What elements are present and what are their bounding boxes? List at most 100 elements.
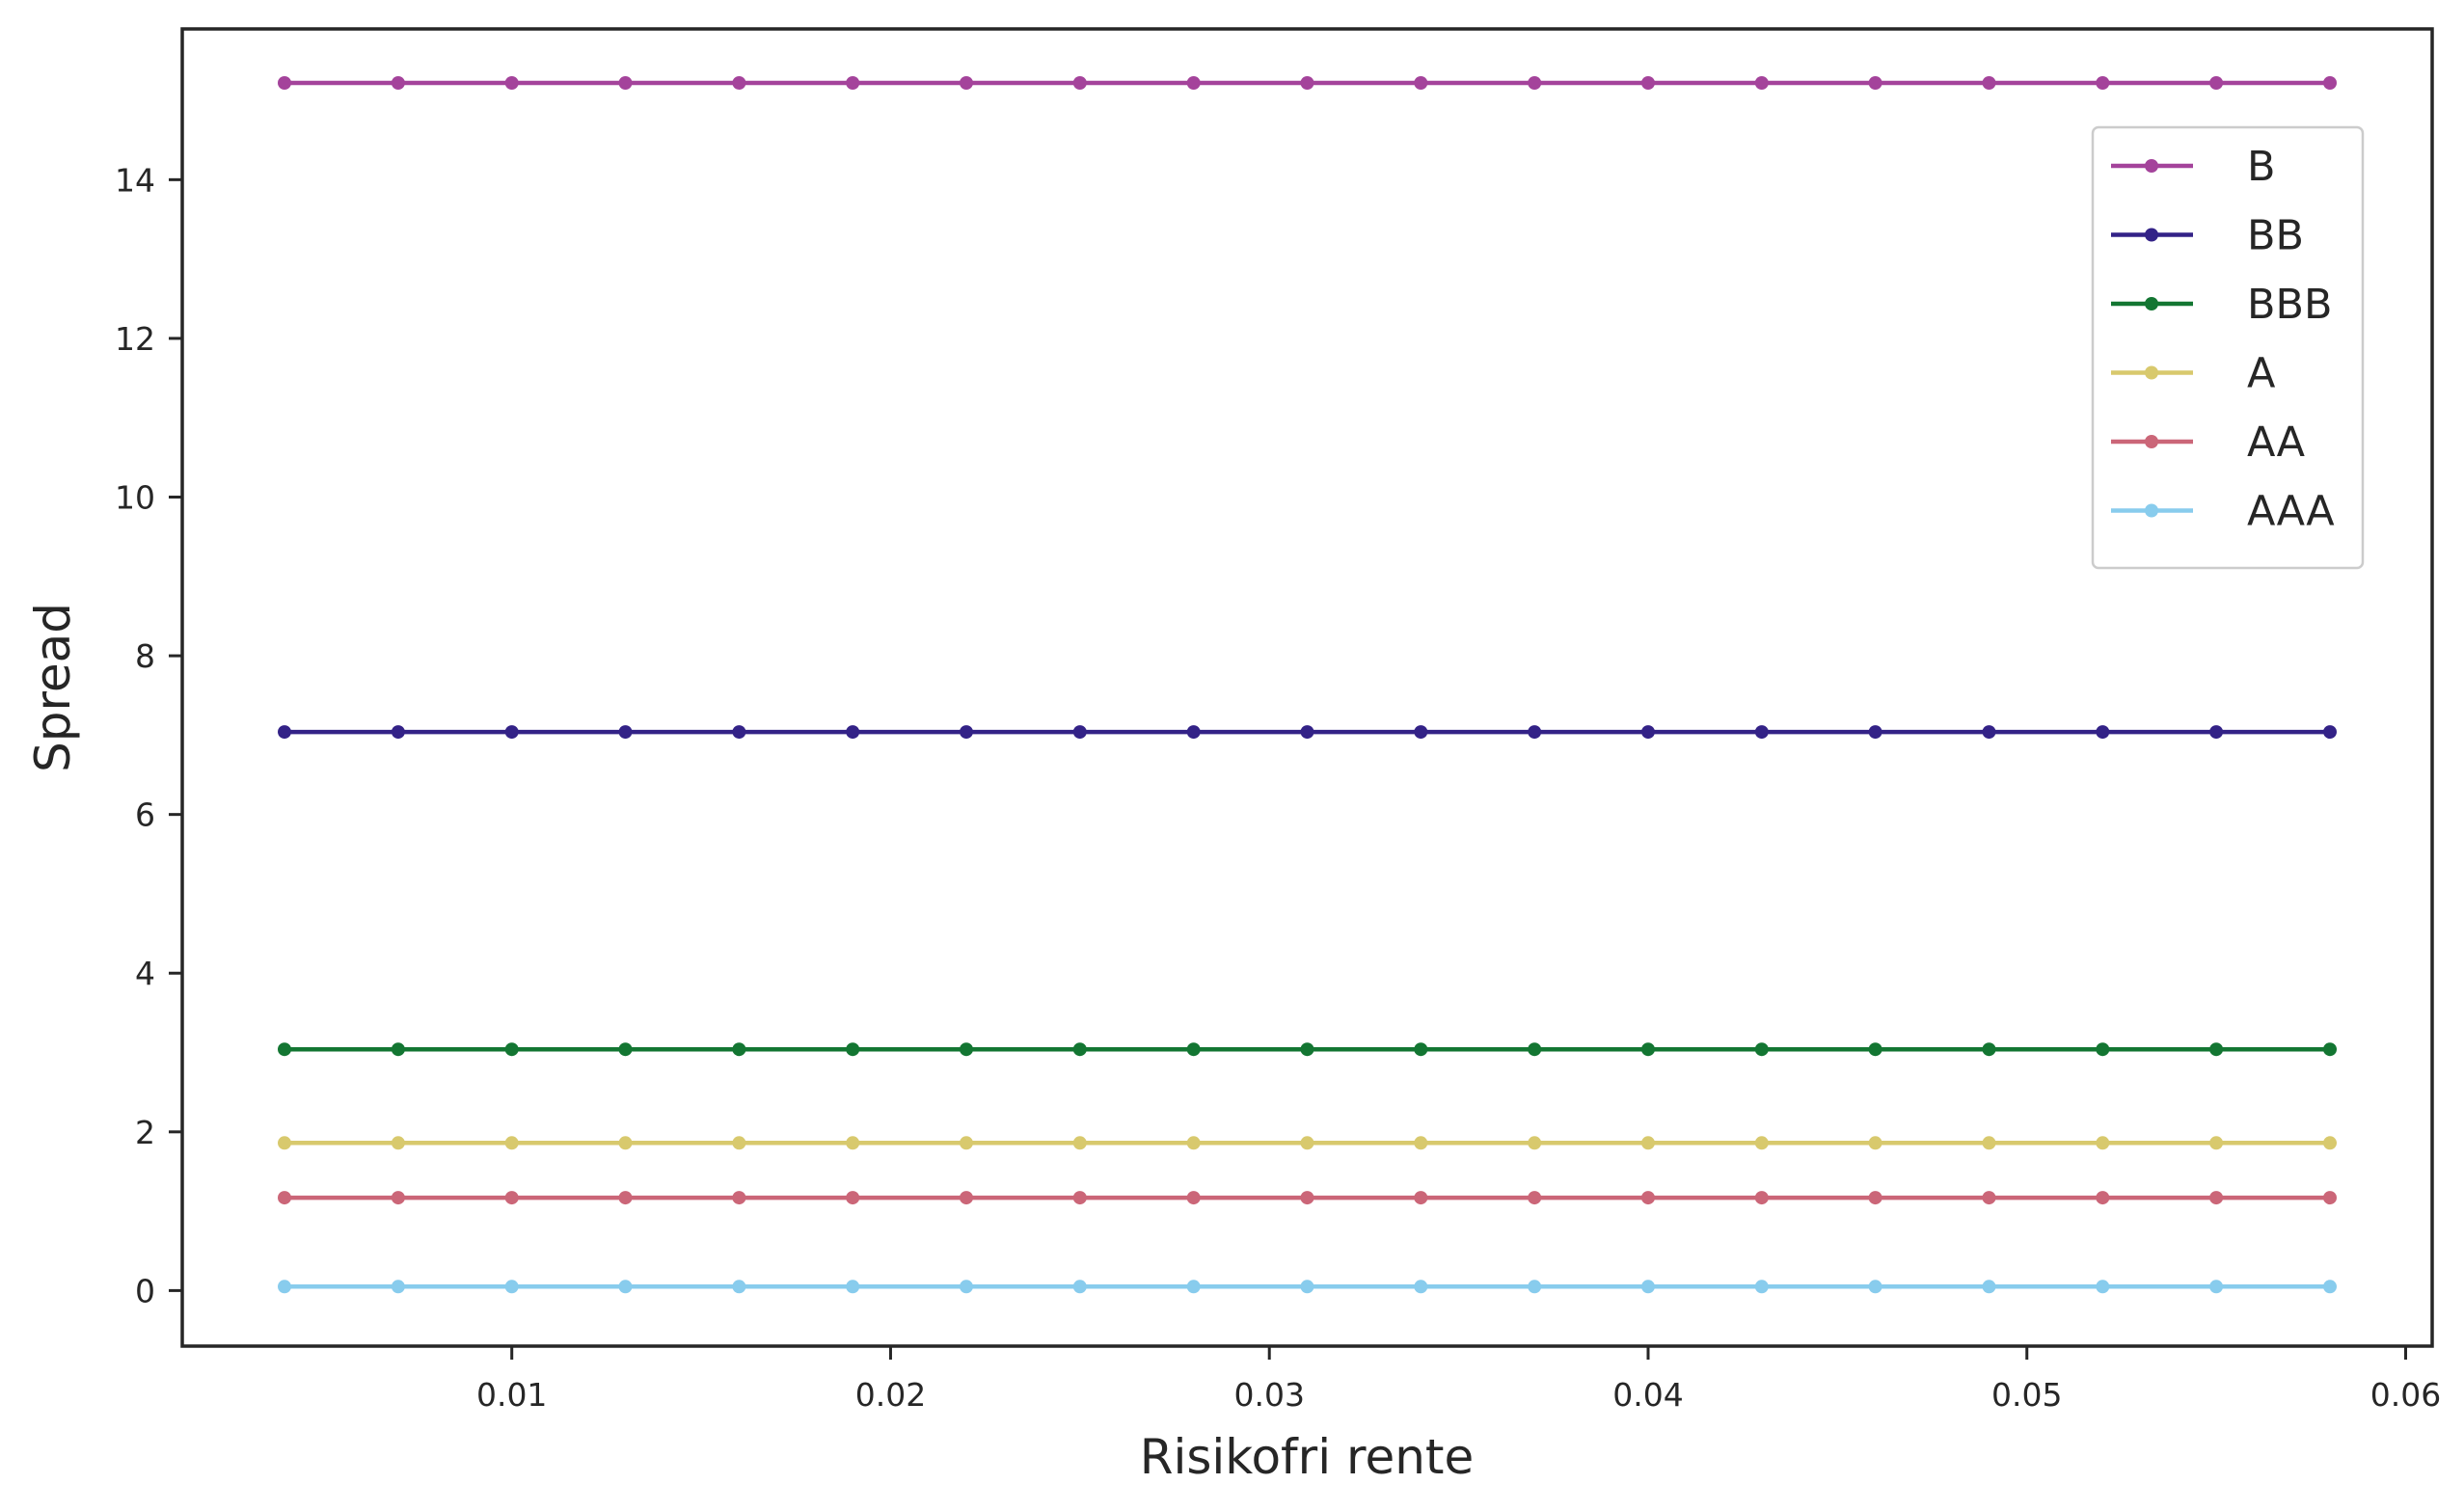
y-tick-label: 6 — [135, 796, 155, 834]
data-point-BBB — [2323, 1042, 2337, 1057]
data-point-B — [1868, 76, 1882, 90]
y-tick-label: 14 — [115, 161, 155, 199]
series-B — [278, 76, 2337, 90]
data-point-BB — [1754, 725, 1769, 740]
data-point-BB — [504, 725, 519, 740]
data-point-BB — [1300, 725, 1314, 740]
data-point-AAA — [278, 1280, 291, 1294]
data-point-A — [618, 1136, 633, 1150]
series-BBB — [278, 1042, 2337, 1057]
data-point-B — [960, 76, 973, 90]
legend-label: A — [2247, 350, 2276, 398]
series-A — [278, 1136, 2337, 1150]
y-tick-label: 2 — [135, 1114, 155, 1151]
data-point-BB — [391, 725, 405, 740]
data-point-A — [1528, 1136, 1542, 1150]
series-BB — [278, 725, 2337, 740]
legend-item-B: B — [2111, 143, 2276, 191]
legend-swatch-marker — [2145, 503, 2158, 518]
legend-item-BB: BB — [2111, 212, 2304, 260]
data-point-BB — [1414, 725, 1428, 740]
legend-swatch-marker — [2145, 228, 2158, 242]
x-tick-label: 0.04 — [1612, 1376, 1683, 1414]
data-point-B — [2096, 76, 2110, 90]
data-point-A — [1072, 1136, 1087, 1150]
data-point-AA — [846, 1191, 860, 1205]
data-point-AA — [2096, 1191, 2110, 1205]
data-point-BBB — [1072, 1042, 1087, 1057]
data-point-B — [2209, 76, 2224, 90]
data-point-AAA — [1754, 1280, 1769, 1294]
y-tick-label: 0 — [135, 1272, 155, 1309]
data-point-A — [1868, 1136, 1882, 1150]
data-point-AAA — [2096, 1280, 2110, 1294]
data-point-B — [846, 76, 860, 90]
data-point-BB — [2209, 725, 2224, 740]
data-point-AA — [1641, 1191, 1655, 1205]
data-point-AAA — [504, 1280, 519, 1294]
data-point-BBB — [278, 1042, 291, 1057]
data-point-AAA — [1186, 1280, 1201, 1294]
data-point-A — [1186, 1136, 1201, 1150]
legend-item-A: A — [2111, 350, 2276, 398]
data-point-B — [2323, 76, 2337, 90]
data-point-BBB — [618, 1042, 633, 1057]
legend-label: AA — [2247, 418, 2306, 467]
data-point-BB — [1868, 725, 1882, 740]
data-point-AA — [1186, 1191, 1201, 1205]
data-point-BBB — [960, 1042, 973, 1057]
data-point-AA — [960, 1191, 973, 1205]
series-AAA — [278, 1280, 2337, 1294]
data-point-AAA — [1528, 1280, 1542, 1294]
data-point-BBB — [1186, 1042, 1201, 1057]
data-point-AAA — [391, 1280, 405, 1294]
x-tick-label: 0.01 — [476, 1376, 547, 1414]
y-axis-ticks: 0 2 4 6 8 10 12 14 — [115, 161, 182, 1309]
data-point-B — [1641, 76, 1655, 90]
legend-swatch-marker — [2145, 159, 2158, 173]
data-point-AAA — [846, 1280, 860, 1294]
data-point-B — [391, 76, 405, 90]
data-point-AA — [1868, 1191, 1882, 1205]
legend-label: BB — [2247, 212, 2304, 260]
data-point-AAA — [618, 1280, 633, 1294]
data-point-B — [1528, 76, 1542, 90]
data-point-BB — [278, 725, 291, 740]
data-point-B — [1072, 76, 1087, 90]
data-point-B — [1186, 76, 1201, 90]
data-point-A — [732, 1136, 746, 1150]
data-point-A — [1641, 1136, 1655, 1150]
data-point-BB — [846, 725, 860, 740]
data-point-AAA — [960, 1280, 973, 1294]
series-AA — [278, 1191, 2337, 1205]
legend-swatch-marker — [2145, 365, 2158, 380]
data-point-AAA — [1414, 1280, 1428, 1294]
data-point-BBB — [846, 1042, 860, 1057]
data-point-A — [1300, 1136, 1314, 1150]
data-point-AA — [504, 1191, 519, 1205]
data-point-BBB — [1528, 1042, 1542, 1057]
data-point-BBB — [2096, 1042, 2110, 1057]
legend-label: AAA — [2247, 488, 2335, 536]
legend-box — [2091, 125, 2365, 570]
y-tick-label: 4 — [135, 955, 155, 992]
data-point-BBB — [504, 1042, 519, 1057]
data-point-A — [391, 1136, 405, 1150]
data-point-BB — [1072, 725, 1087, 740]
data-point-A — [278, 1136, 291, 1150]
data-point-BB — [618, 725, 633, 740]
data-point-BBB — [1754, 1042, 1769, 1057]
data-point-A — [846, 1136, 860, 1150]
data-point-BB — [1982, 725, 1996, 740]
data-point-B — [1982, 76, 1996, 90]
data-point-BB — [1641, 725, 1655, 740]
data-point-A — [504, 1136, 519, 1150]
data-point-A — [2209, 1136, 2224, 1150]
data-point-AA — [391, 1191, 405, 1205]
data-point-B — [1300, 76, 1314, 90]
data-point-AA — [1754, 1191, 1769, 1205]
data-point-AAA — [1982, 1280, 1996, 1294]
